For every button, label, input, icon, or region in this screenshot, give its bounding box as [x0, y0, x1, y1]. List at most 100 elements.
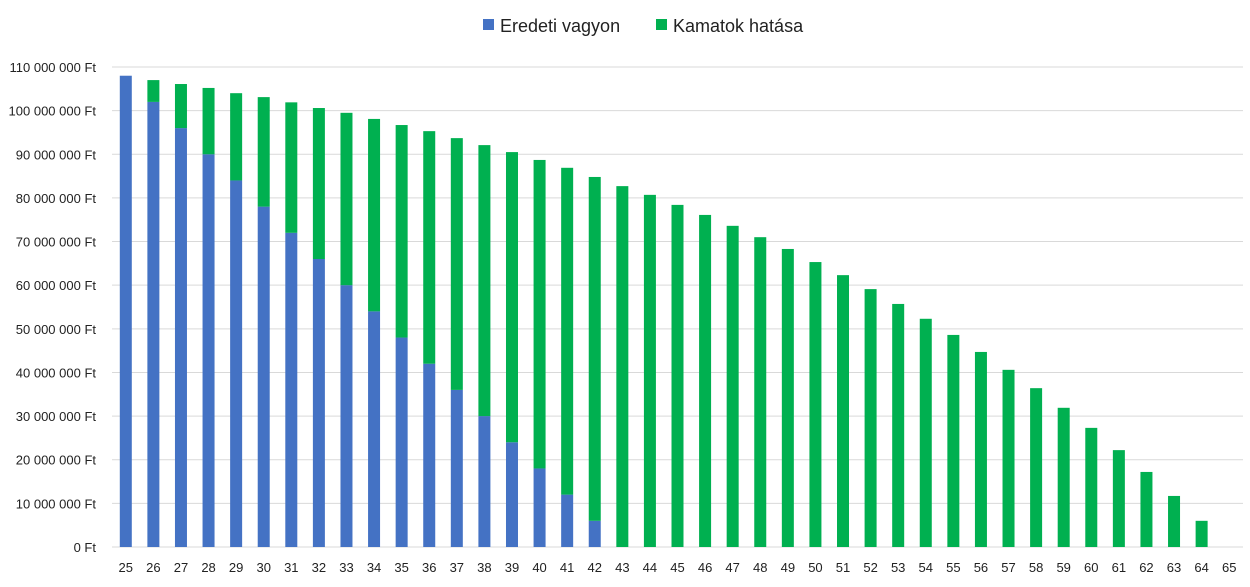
bar-kamatok-hatasa — [1030, 388, 1043, 547]
x-tick-label: 38 — [477, 560, 491, 575]
bar-kamatok-hatasa — [450, 138, 463, 390]
bar-kamatok-hatasa — [892, 303, 905, 547]
x-tick-label: 33 — [339, 560, 353, 575]
bar-kamatok-hatasa — [533, 159, 546, 469]
bar-eredeti-vagyon — [340, 285, 353, 547]
bar-kamatok-hatasa — [837, 275, 850, 547]
bar-eredeti-vagyon — [561, 494, 574, 547]
x-tick-label: 48 — [753, 560, 767, 575]
x-tick-label: 47 — [725, 560, 739, 575]
bar-eredeti-vagyon — [450, 389, 463, 547]
bar-kamatok-hatasa — [726, 225, 739, 547]
x-tick-label: 57 — [1001, 560, 1015, 575]
x-tick-label: 36 — [422, 560, 436, 575]
bar-eredeti-vagyon — [423, 363, 436, 547]
x-tick-label: 27 — [174, 560, 188, 575]
bar-eredeti-vagyon — [202, 154, 215, 548]
x-tick-label: 42 — [588, 560, 602, 575]
bar-kamatok-hatasa — [147, 80, 160, 102]
legend: Eredeti vagyon Kamatok hatása — [483, 16, 804, 36]
x-tick-label: 61 — [1112, 560, 1126, 575]
bar-kamatok-hatasa — [588, 176, 601, 521]
x-tick-label: 26 — [146, 560, 160, 575]
bar-eredeti-vagyon — [174, 128, 187, 547]
x-tick-label: 53 — [891, 560, 905, 575]
bar-kamatok-hatasa — [478, 145, 491, 417]
x-tick-label: 39 — [505, 560, 519, 575]
bar-kamatok-hatasa — [423, 131, 436, 364]
bar-kamatok-hatasa — [643, 194, 656, 547]
x-tick-label: 31 — [284, 560, 298, 575]
x-tick-label: 32 — [312, 560, 326, 575]
bar-kamatok-hatasa — [671, 204, 684, 547]
y-tick-label: 80 000 000 Ft — [16, 191, 97, 206]
bar-eredeti-vagyon — [368, 311, 381, 547]
bar-kamatok-hatasa — [312, 108, 325, 259]
bar-kamatok-hatasa — [230, 93, 243, 181]
x-tick-label: 50 — [808, 560, 822, 575]
y-tick-label: 100 000 000 Ft — [9, 104, 97, 119]
x-tick-label: 54 — [919, 560, 933, 575]
y-tick-label: 40 000 000 Ft — [16, 365, 97, 380]
bar-kamatok-hatasa — [202, 87, 215, 155]
x-tick-label: 25 — [119, 560, 133, 575]
y-tick-label: 60 000 000 Ft — [16, 278, 97, 293]
legend-label-kamatok-hatasa: Kamatok hatása — [673, 16, 804, 36]
bar-eredeti-vagyon — [230, 180, 243, 548]
bar-kamatok-hatasa — [257, 97, 270, 207]
x-tick-label: 62 — [1139, 560, 1153, 575]
x-tick-label: 30 — [256, 560, 270, 575]
legend-label-eredeti-vagyon: Eredeti vagyon — [500, 16, 620, 36]
x-tick-label: 52 — [863, 560, 877, 575]
bar-eredeti-vagyon — [312, 259, 325, 547]
x-tick-label: 51 — [836, 560, 850, 575]
bar-kamatok-hatasa — [754, 237, 767, 547]
bar-eredeti-vagyon — [395, 337, 408, 547]
bar-kamatok-hatasa — [505, 152, 518, 443]
bar-kamatok-hatasa — [974, 351, 987, 547]
x-tick-label: 65 — [1222, 560, 1236, 575]
bar-kamatok-hatasa — [174, 84, 187, 129]
y-tick-label: 0 Ft — [74, 540, 97, 555]
bar-eredeti-vagyon — [478, 416, 491, 547]
bar-kamatok-hatasa — [864, 289, 877, 547]
bar-kamatok-hatasa — [616, 186, 629, 548]
x-tick-label: 46 — [698, 560, 712, 575]
bar-eredeti-vagyon — [285, 232, 298, 547]
y-tick-label: 110 000 000 Ft — [10, 60, 97, 75]
bar-kamatok-hatasa — [1195, 520, 1208, 547]
x-tick-label: 64 — [1194, 560, 1208, 575]
x-tick-label: 44 — [643, 560, 657, 575]
bar-kamatok-hatasa — [340, 112, 353, 286]
x-tick-label: 45 — [670, 560, 684, 575]
bar-kamatok-hatasa — [1085, 427, 1098, 547]
bar-kamatok-hatasa — [919, 318, 932, 547]
bar-kamatok-hatasa — [1002, 369, 1015, 547]
bar-eredeti-vagyon — [588, 520, 601, 547]
bar-eredeti-vagyon — [505, 442, 518, 547]
bar-kamatok-hatasa — [368, 118, 381, 312]
x-tick-label: 60 — [1084, 560, 1098, 575]
x-tick-label: 35 — [394, 560, 408, 575]
x-tick-label: 56 — [974, 560, 988, 575]
bar-kamatok-hatasa — [947, 334, 960, 547]
legend-swatch-eredeti-vagyon — [483, 19, 494, 30]
bar-kamatok-hatasa — [1168, 495, 1181, 547]
x-tick-label: 59 — [1056, 560, 1070, 575]
bar-eredeti-vagyon — [257, 206, 270, 548]
x-tick-label: 40 — [532, 560, 546, 575]
bar-kamatok-hatasa — [1140, 471, 1153, 547]
bar-kamatok-hatasa — [285, 102, 298, 233]
x-tick-label: 55 — [946, 560, 960, 575]
y-tick-label: 10 000 000 Ft — [16, 496, 97, 511]
y-tick-label: 50 000 000 Ft — [16, 322, 97, 337]
bar-eredeti-vagyon — [119, 75, 132, 548]
x-tick-label: 28 — [201, 560, 215, 575]
x-tick-label: 63 — [1167, 560, 1181, 575]
legend-swatch-kamatok-hatasa — [656, 19, 667, 30]
bar-eredeti-vagyon — [147, 101, 160, 547]
y-tick-label: 70 000 000 Ft — [16, 235, 97, 250]
x-tick-label: 58 — [1029, 560, 1043, 575]
bar-kamatok-hatasa — [1112, 450, 1125, 547]
